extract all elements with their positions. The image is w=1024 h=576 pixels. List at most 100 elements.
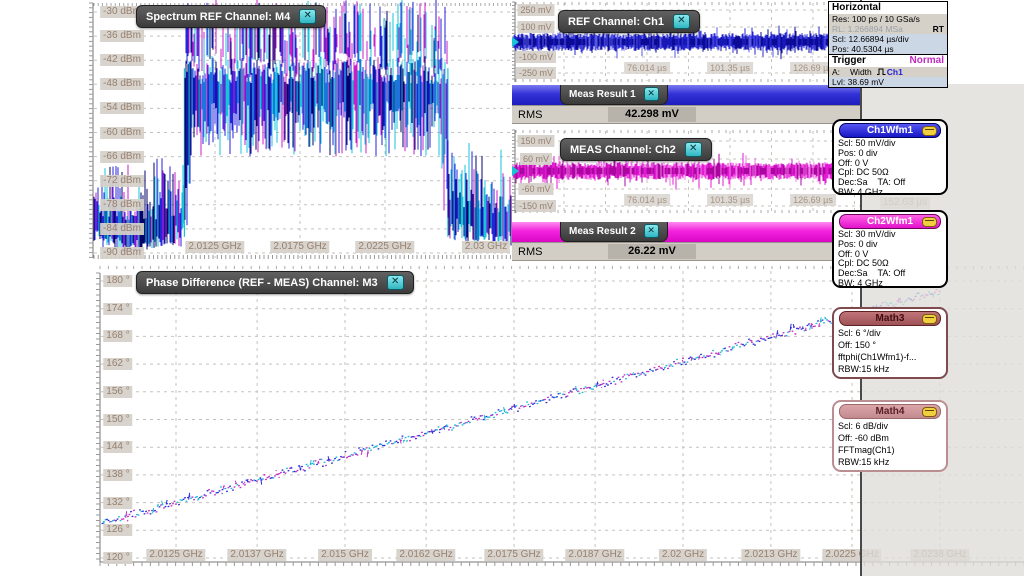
ch2-offset-marker[interactable] (512, 166, 519, 176)
phase-m3-title-tab[interactable]: Phase Difference (REF - MEAS) Channel: M… (136, 271, 414, 294)
meas1-title: Meas Result 1 (569, 88, 636, 100)
axis-label: 76.014 µs (624, 194, 670, 206)
spectrum-m4-plot[interactable]: Spectrum REF Channel: M4 ✕ -30 dBm -36 dB… (88, 0, 512, 265)
ch2wfm1-header[interactable]: Ch2Wfm1 (839, 214, 941, 229)
ch1wfm1-coupling: Cpl: DC 50Ω (838, 167, 889, 178)
axis-label: 250 mV (517, 4, 555, 16)
axis-label: -60 dBm (100, 126, 144, 139)
meas2-metric-label: RMS (518, 245, 543, 258)
axis-label: -30 dBm (100, 6, 144, 18)
meas1-metric-label: RMS (518, 108, 543, 121)
math3-panel[interactable]: Math3 Scl: 6 °/div Off: 150 ° fftphi(Ch1… (832, 307, 948, 379)
axis-label: 150 ° (103, 413, 133, 426)
ch1wfm1-position: Pos: 0 div (838, 147, 878, 158)
horizontal-scale[interactable]: Scl: 12.66894 µs/div (829, 34, 947, 44)
axis-label: -100 mV (515, 51, 557, 63)
trigger-panel-title: Trigger Normal (829, 54, 947, 67)
minimize-icon[interactable] (922, 407, 937, 417)
axis-label: 2.0225 GHz (355, 241, 415, 253)
ch2wfm1-coupling: Cpl: DC 50Ω (838, 258, 889, 269)
spectrum-m4-title: Spectrum REF Channel: M4 (146, 10, 291, 23)
axis-label: 144 ° (103, 441, 133, 454)
axis-label: 101.35 µs (707, 194, 753, 206)
close-icon[interactable]: ✕ (643, 224, 659, 238)
axis-label: -84 dBm (100, 222, 144, 235)
math4-expression: FFTmag(Ch1) (838, 445, 895, 455)
minimize-icon[interactable] (922, 217, 937, 227)
close-icon[interactable]: ✕ (386, 275, 404, 290)
axis-label: 60 mV (519, 153, 553, 165)
meas-ch2-title-tab[interactable]: MEAS Channel: Ch2 ✕ (560, 138, 712, 161)
math4-header[interactable]: Math4 (839, 404, 941, 419)
meas-result-2: Meas Result 2 ✕ RMS 26.22 mV (512, 222, 862, 261)
trigger-mode[interactable]: Normal (909, 55, 944, 66)
axis-label: -36 dBm (100, 30, 144, 43)
axis-label: 138 ° (103, 468, 133, 481)
ch1wfm1-header[interactable]: Ch1Wfm1 (839, 123, 941, 138)
meas1-result-row: RMS 42.298 mV (512, 105, 862, 124)
trigger-source[interactable]: Ch1 (886, 67, 903, 77)
close-icon[interactable]: ✕ (672, 14, 690, 29)
ref-ch1-plot[interactable]: REF Channel: Ch1 ✕ 250 mV 100 mV -100 mV -2… (512, 0, 862, 84)
minimize-icon[interactable] (922, 126, 937, 136)
ch1-offset-marker[interactable] (512, 37, 519, 47)
ch1wfm1-panel[interactable]: Ch1Wfm1 Scl: 50 mV/div Pos: 0 div Off: 0… (832, 119, 948, 197)
ch1wfm1-bandwidth: BW: 4 GHz (838, 186, 883, 197)
ch1wfm1-offset: Off: 0 V (838, 157, 869, 168)
axis-label: 174 ° (103, 302, 133, 315)
ch2wfm1-panel[interactable]: Ch2Wfm1 Scl: 30 mV/div Pos: 0 div Off: 0… (832, 210, 948, 288)
ch2wfm1-offset: Off: 0 V (838, 248, 869, 259)
meas2-result-row: RMS 26.22 mV (512, 242, 862, 261)
trigger-level[interactable]: Lvl: 38.69 mV (829, 77, 947, 87)
close-icon[interactable]: ✕ (684, 142, 702, 157)
axis-label: 2.0125 GHz (146, 549, 206, 561)
close-icon[interactable]: ✕ (299, 9, 317, 24)
axis-label: 168 ° (103, 330, 133, 343)
axis-label: 2.0175 GHz (484, 549, 544, 561)
ch2wfm1-position: Pos: 0 div (838, 238, 878, 249)
ch2wfm1-decimation: Dec:Sa TA: Off (838, 268, 906, 279)
axis-label: 126 ° (103, 524, 133, 537)
math3-offset: Off: 150 ° (838, 340, 876, 350)
axis-label: -48 dBm (100, 78, 144, 91)
math4-title: Math4 (875, 406, 905, 417)
axis-label: -150 mV (515, 200, 557, 212)
axis-label: -60 mV (518, 183, 554, 195)
axis-label: 120 ° (103, 552, 133, 564)
axis-label: 100 mV (517, 21, 555, 33)
axis-label: 180 ° (103, 275, 133, 287)
ref-ch1-title-tab[interactable]: REF Channel: Ch1 ✕ (558, 10, 700, 33)
axis-label: 2.0187 GHz (565, 549, 625, 561)
axis-label: 101.35 µs (707, 62, 753, 74)
ref-ch1-title: REF Channel: Ch1 (568, 15, 664, 28)
math4-panel[interactable]: Math4 Scl: 6 dB/div Off: -60 dBm FFTmag(… (832, 400, 948, 472)
axis-label: 126.69 µs (790, 62, 836, 74)
math3-header[interactable]: Math3 (839, 311, 941, 326)
math4-scale: Scl: 6 dB/div (838, 421, 889, 431)
meas1-title-tab[interactable]: Meas Result 1 ✕ (560, 85, 668, 105)
minimize-icon[interactable] (922, 314, 937, 324)
meas2-value: 26.22 mV (608, 244, 696, 259)
meas-ch2-plot[interactable]: MEAS Channel: Ch2 ✕ 150 mV 60 mV -60 mV -15… (512, 128, 862, 215)
meas1-header-bar: Meas Result 1 ✕ (512, 85, 862, 105)
axis-label: -90 dBm (100, 247, 144, 259)
meas2-title: Meas Result 2 (569, 225, 636, 237)
meas2-title-tab[interactable]: Meas Result 2 ✕ (560, 222, 668, 242)
trigger-a-event[interactable]: A: Width Ch1 (829, 67, 947, 77)
horizontal-trigger-panel[interactable]: Horizontal Res: 100 ps / 10 GSa/s RL: 1.… (828, 1, 948, 88)
meas-result-1: Meas Result 1 ✕ RMS 42.298 mV (512, 85, 862, 124)
dock-divider[interactable] (860, 0, 862, 576)
axis-label: 156 ° (103, 385, 133, 398)
horizontal-position[interactable]: Pos: 40.5304 µs (829, 44, 947, 54)
meas-ch2-title: MEAS Channel: Ch2 (570, 143, 676, 156)
spectrum-m4-title-tab[interactable]: Spectrum REF Channel: M4 ✕ (136, 5, 327, 28)
ch2wfm1-title: Ch2Wfm1 (866, 216, 914, 227)
axis-label: 2.0175 GHz (270, 241, 330, 253)
close-icon[interactable]: ✕ (643, 87, 659, 101)
axis-label: 2.0213 GHz (741, 549, 801, 561)
axis-label: 2.0137 GHz (227, 549, 287, 561)
ch2wfm1-bandwidth: BW: 4 GHz (838, 277, 883, 288)
math3-scale: Scl: 6 °/div (838, 328, 881, 338)
width-trigger-icon (876, 67, 887, 78)
